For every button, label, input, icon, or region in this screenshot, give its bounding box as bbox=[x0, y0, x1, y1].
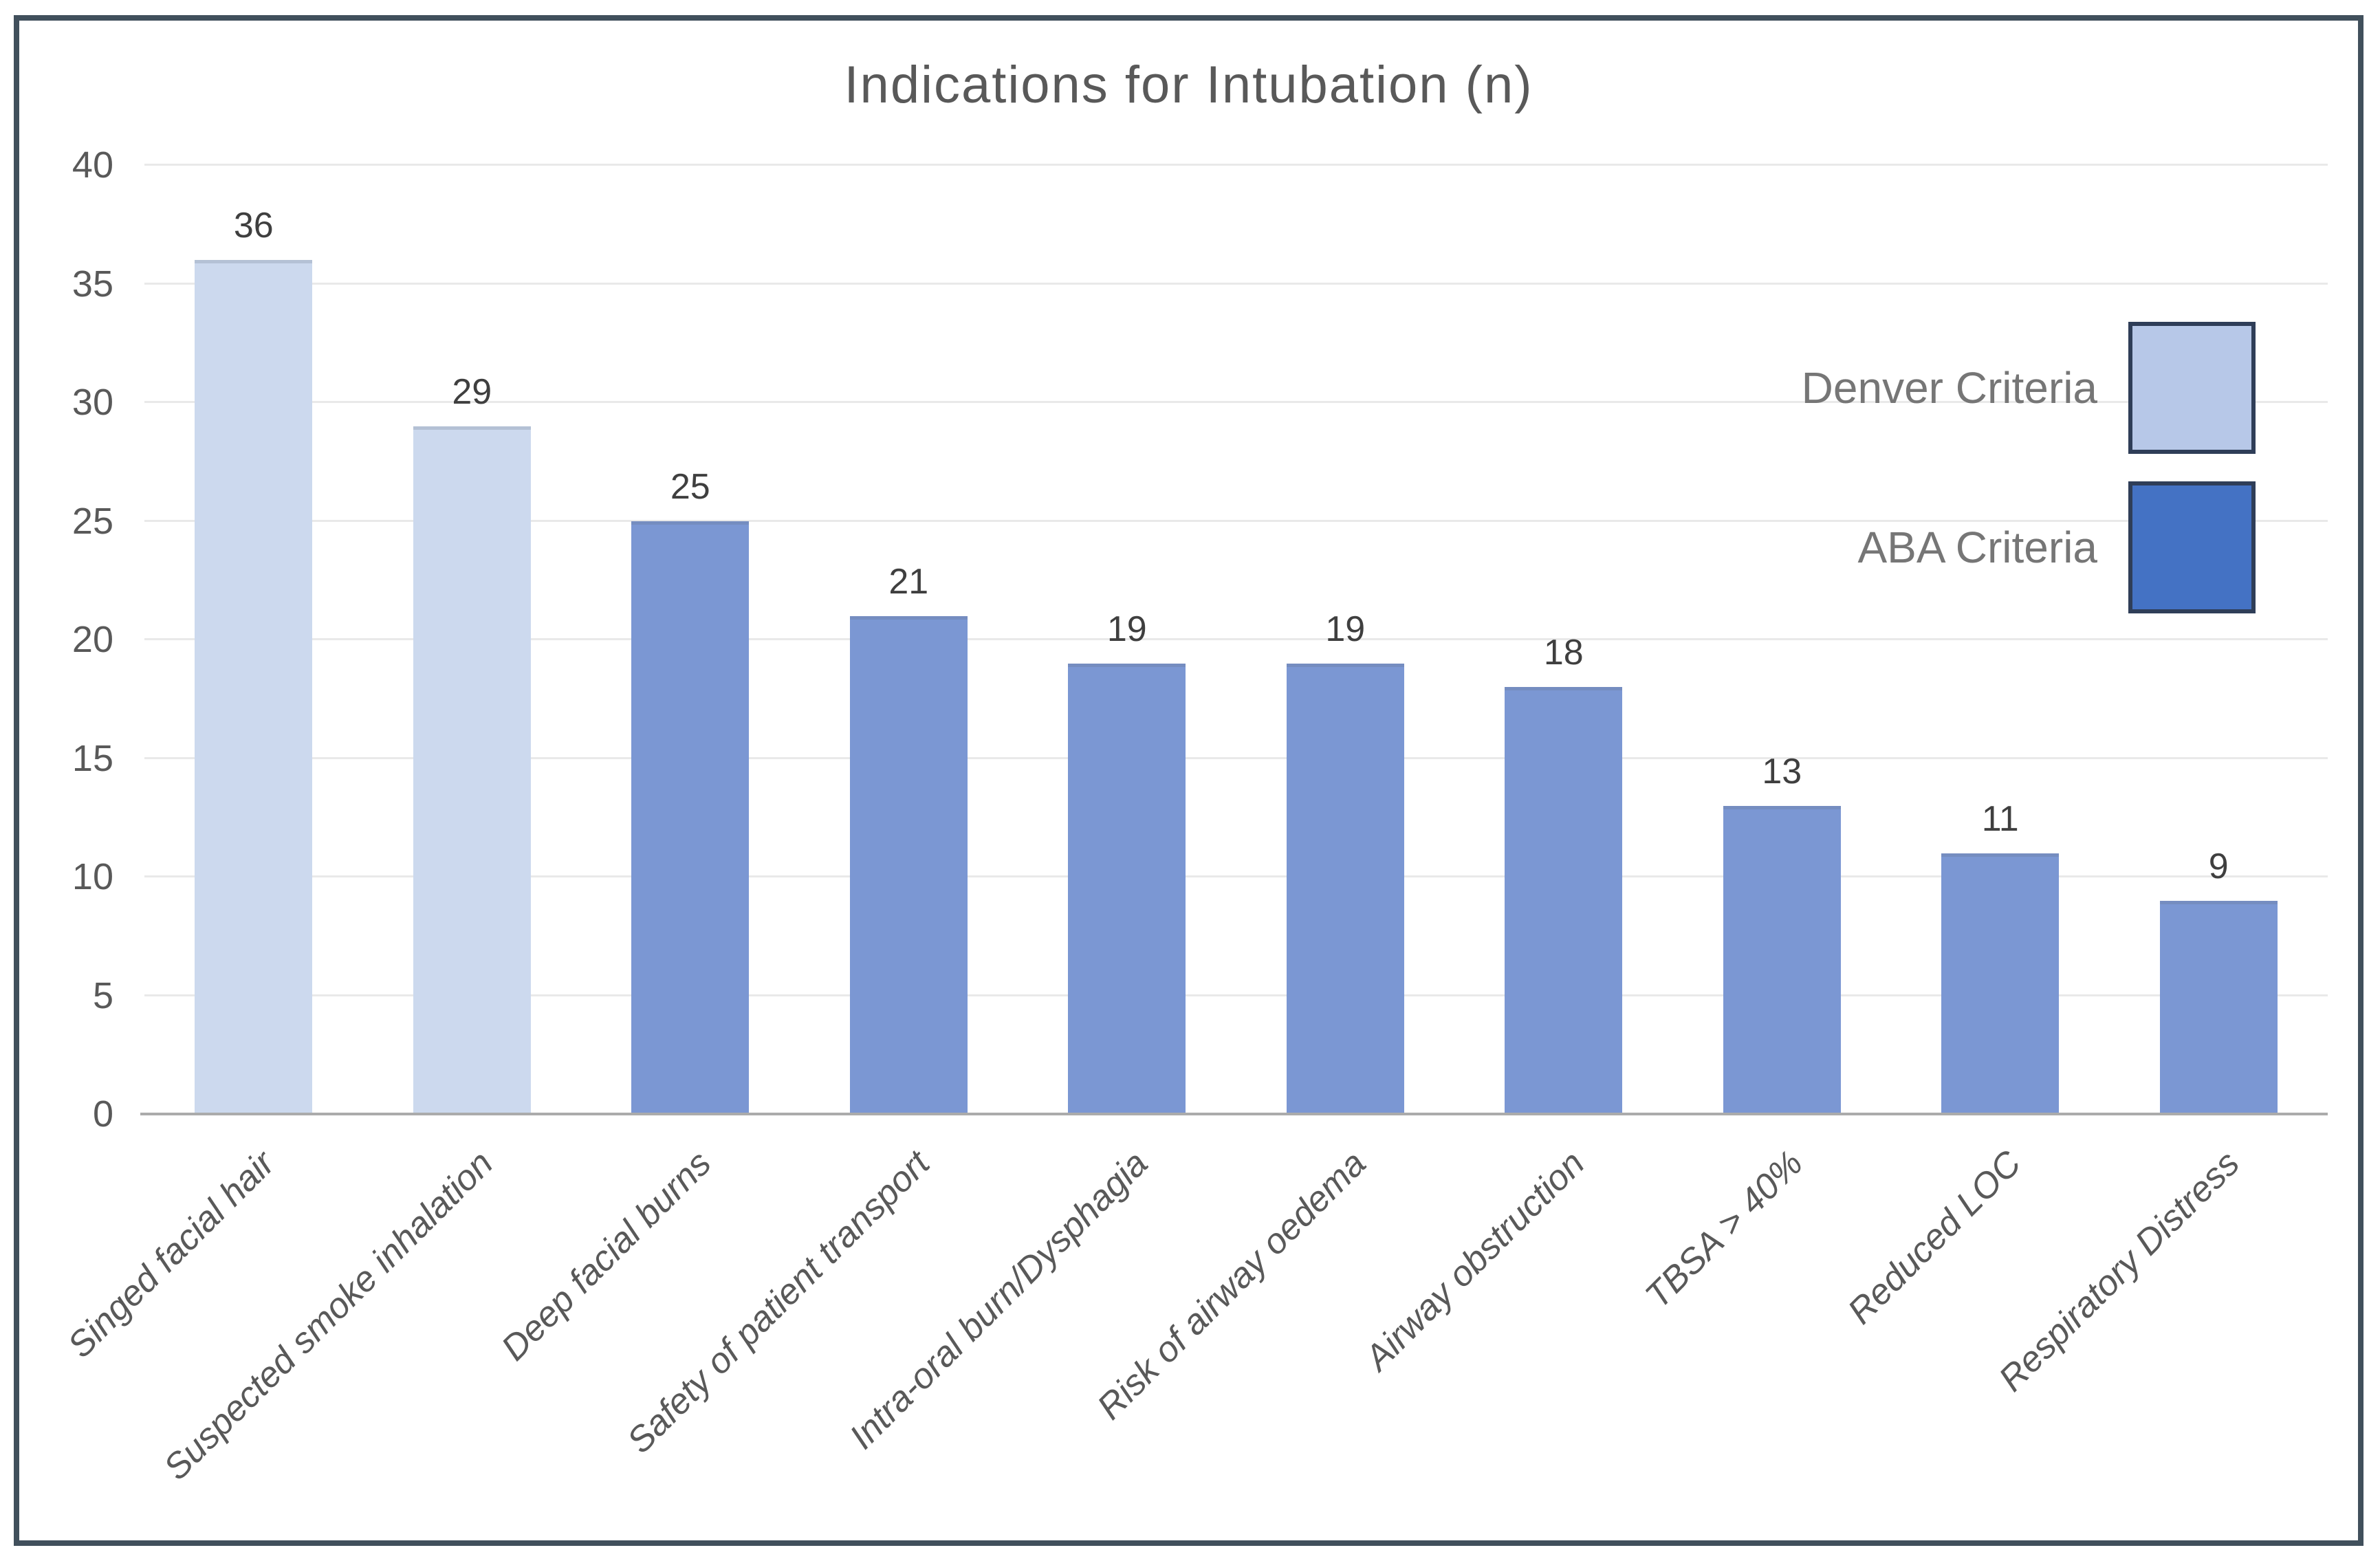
x-axis-baseline bbox=[140, 1113, 2328, 1115]
gridline bbox=[144, 164, 2328, 166]
bar-slot: 21 bbox=[800, 165, 1018, 1114]
legend-label: ABA Criteria bbox=[1857, 523, 2097, 572]
bar-denver-criteria bbox=[195, 260, 313, 1114]
gridline bbox=[144, 638, 2328, 640]
bar-value-label: 36 bbox=[233, 206, 274, 245]
gridline bbox=[144, 756, 2328, 759]
bar-slot: 36 bbox=[144, 165, 363, 1114]
bar-value-label: 19 bbox=[1106, 609, 1147, 649]
gridline bbox=[144, 401, 2328, 403]
bar-slot: 13 bbox=[1673, 165, 1892, 1114]
bar-aba-criteria bbox=[849, 615, 968, 1114]
bar-value-label: 19 bbox=[1325, 609, 1366, 649]
bar-value-label: 25 bbox=[670, 466, 710, 507]
y-axis-tick-label: 35 bbox=[72, 263, 113, 305]
bar-aba-criteria bbox=[2159, 900, 2278, 1114]
x-axis-label-slot: Respiratory Distress bbox=[1991, 1114, 2328, 1533]
bar-slot: 18 bbox=[1454, 165, 1673, 1114]
x-axis-category-label: Singed facial hair bbox=[60, 1143, 283, 1366]
bar-series: 36 29 25 21 19 19 18 13 11 9 bbox=[144, 165, 2328, 1114]
y-axis-tick-label: 40 bbox=[72, 144, 113, 186]
x-axis-label-slot: TBSA > 40% bbox=[1638, 1114, 1892, 1533]
y-axis-tick-label: 15 bbox=[72, 737, 113, 779]
chart-frame: Indications for Intubation (n) 0 5 10 15 20 2… bbox=[14, 15, 2363, 1546]
bar-value-label: 18 bbox=[1543, 633, 1584, 673]
bar-slot: 11 bbox=[1891, 165, 2110, 1114]
bar-aba-criteria bbox=[631, 521, 750, 1114]
chart-title: Indications for Intubation (n) bbox=[844, 56, 1533, 114]
bar-value-label: 29 bbox=[452, 371, 492, 412]
x-axis-label-slot: Airway obstruction bbox=[1357, 1114, 1673, 1533]
y-axis-tick-label: 10 bbox=[72, 856, 113, 897]
bar-slot: 9 bbox=[2110, 165, 2328, 1114]
bar-value-label: 11 bbox=[1981, 798, 2019, 839]
y-axis-tick-label: 30 bbox=[72, 382, 113, 423]
bar-aba-criteria bbox=[1941, 853, 2060, 1114]
legend-item: ABA Criteria bbox=[1857, 481, 2256, 613]
bar-slot: 29 bbox=[363, 165, 582, 1114]
bar-denver-criteria bbox=[413, 426, 531, 1114]
legend-label: Denver Criteria bbox=[1801, 363, 2097, 413]
bar-slot: 19 bbox=[1018, 165, 1236, 1114]
bar-value-label: 9 bbox=[2208, 846, 2229, 886]
legend-swatch bbox=[2128, 481, 2256, 613]
x-axis-category-labels: Singed facial hair Suspected smoke inhala… bbox=[60, 1114, 2328, 1533]
legend-swatch bbox=[2128, 322, 2256, 454]
legend: Denver Criteria ABA Criteria bbox=[1802, 322, 2256, 613]
y-axis-tick-label: 25 bbox=[72, 500, 113, 542]
y-axis-tick-label: 20 bbox=[72, 619, 113, 660]
bar-aba-criteria bbox=[1068, 663, 1186, 1114]
bar-aba-criteria bbox=[1723, 805, 1841, 1114]
bar-value-label: 21 bbox=[888, 561, 929, 602]
gridline bbox=[144, 994, 2328, 996]
bar-slot: 25 bbox=[581, 165, 800, 1114]
bar-aba-criteria bbox=[1286, 663, 1404, 1114]
y-axis-tick-label: 5 bbox=[92, 974, 113, 1016]
bar-aba-criteria bbox=[1505, 687, 1623, 1114]
gridline bbox=[144, 875, 2328, 877]
bar-slot: 19 bbox=[1236, 165, 1455, 1114]
bar-value-label: 13 bbox=[1762, 751, 1802, 792]
plot-area: 0 5 10 15 20 25 30 35 40 36 29 25 21 19 19 18 13 11 9 bbox=[72, 144, 2328, 1135]
gridline bbox=[144, 519, 2328, 522]
legend-item: Denver Criteria bbox=[1802, 322, 2256, 454]
gridline bbox=[144, 282, 2328, 285]
y-axis-tick-label: 0 bbox=[92, 1093, 113, 1135]
